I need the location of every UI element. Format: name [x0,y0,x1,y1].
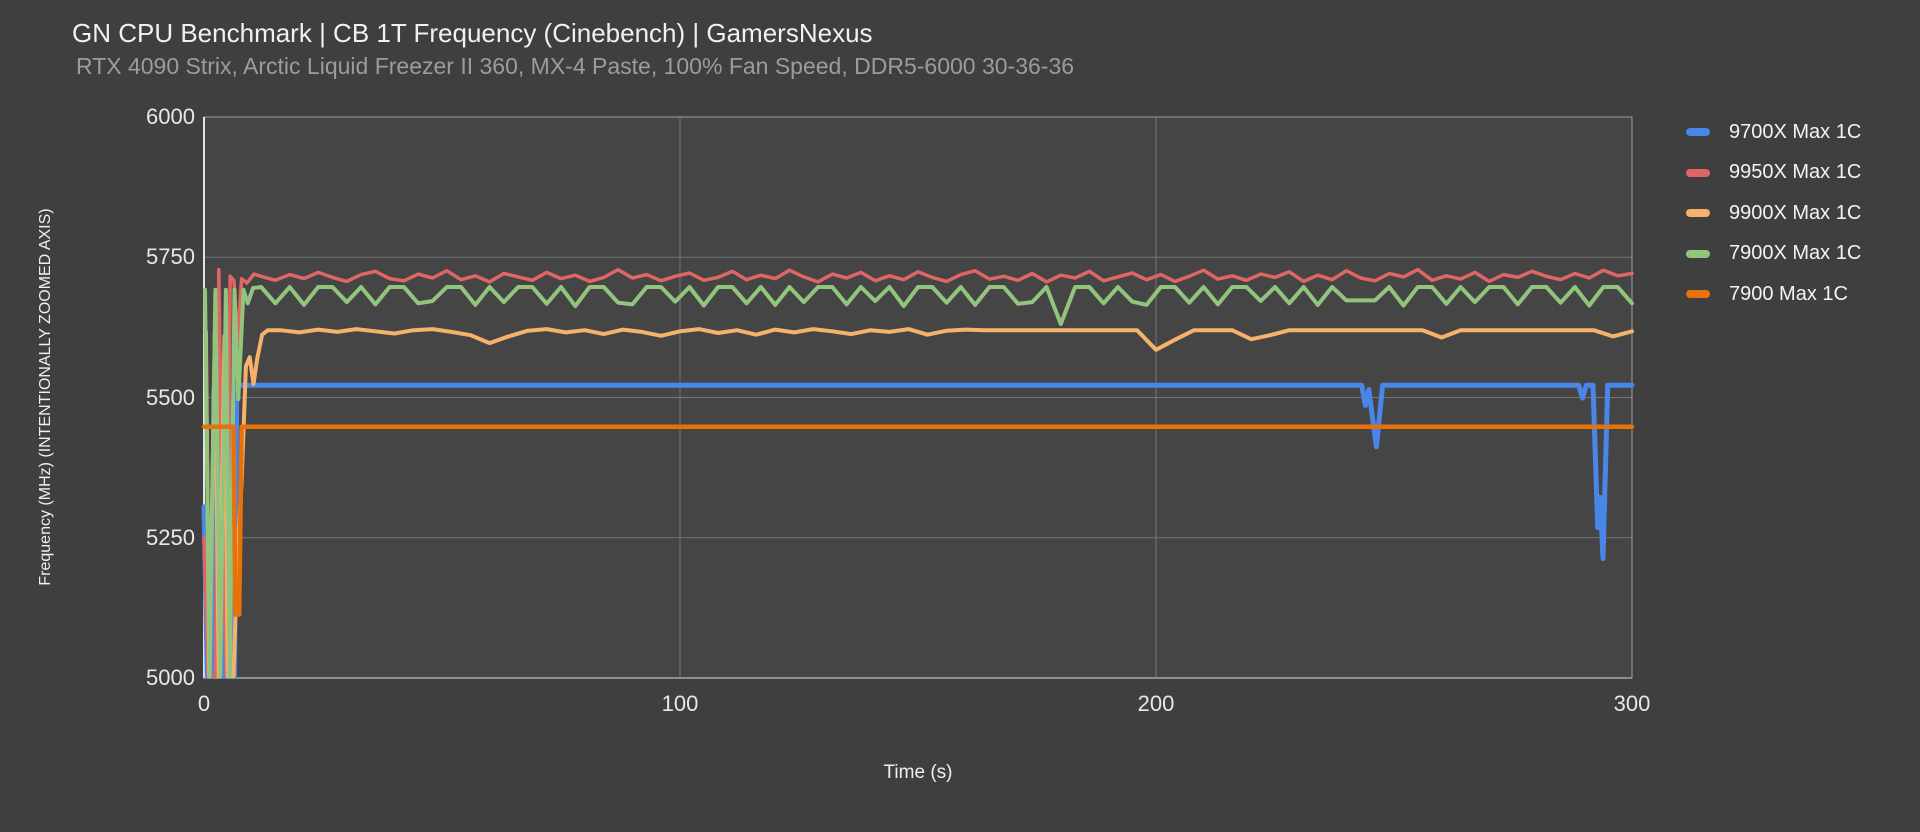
legend-label: 7900X Max 1C [1729,242,1862,265]
legend-label: 9900X Max 1C [1729,201,1862,224]
legend-label: 9950X Max 1C [1729,161,1862,184]
y-tick-label: 5250 [146,524,195,550]
y-tick-label: 5750 [146,244,195,270]
x-tick-label: 300 [1613,691,1651,716]
x-tick-label: 0 [197,691,211,716]
chart-title: GN CPU Benchmark | CB 1T Frequency (Cine… [72,18,873,48]
y-tick-label: 6000 [146,104,195,129]
x-axis-title: Time (s) [883,762,953,783]
chart-legend: 9700X Max 1C 9950X Max 1C 9900X Max 1C 7900… [1686,112,1861,315]
legend-swatch-icon [1686,290,1710,299]
y-tick-label: 5000 [146,665,195,690]
legend-item: 9950X Max 1C [1686,153,1861,194]
series-line-9950x-max-1c [202,267,1634,679]
series-line-9900x-max-1c [203,327,1634,679]
legend-swatch-icon [1686,168,1710,177]
chart-subtitle: RTX 4090 Strix, Arctic Liquid Freezer II… [76,53,1075,79]
legend-swatch-icon [1686,209,1710,218]
legend-swatch-icon [1686,128,1710,137]
y-tick-label: 5500 [146,384,195,410]
legend-swatch-icon [1686,249,1710,258]
series-line-7900-max-1c [201,424,1635,617]
legend-label: 9700X Max 1C [1729,120,1862,143]
y-axis-title: Frequency (MHz) (INTENTIONALLY ZOOMED AX… [37,208,54,586]
series-group [201,267,1635,679]
x-tick-label: 200 [1137,691,1175,716]
legend-item: 9700X Max 1C [1686,112,1861,153]
legend-item: 9900X Max 1C [1686,193,1861,234]
legend-item: 7900 Max 1C [1686,274,1861,315]
x-tick-label: 100 [661,691,699,716]
series-line-7900x-max-1c [203,285,1634,679]
legend-label: 7900 Max 1C [1729,282,1848,305]
legend-item: 7900X Max 1C [1686,234,1861,275]
